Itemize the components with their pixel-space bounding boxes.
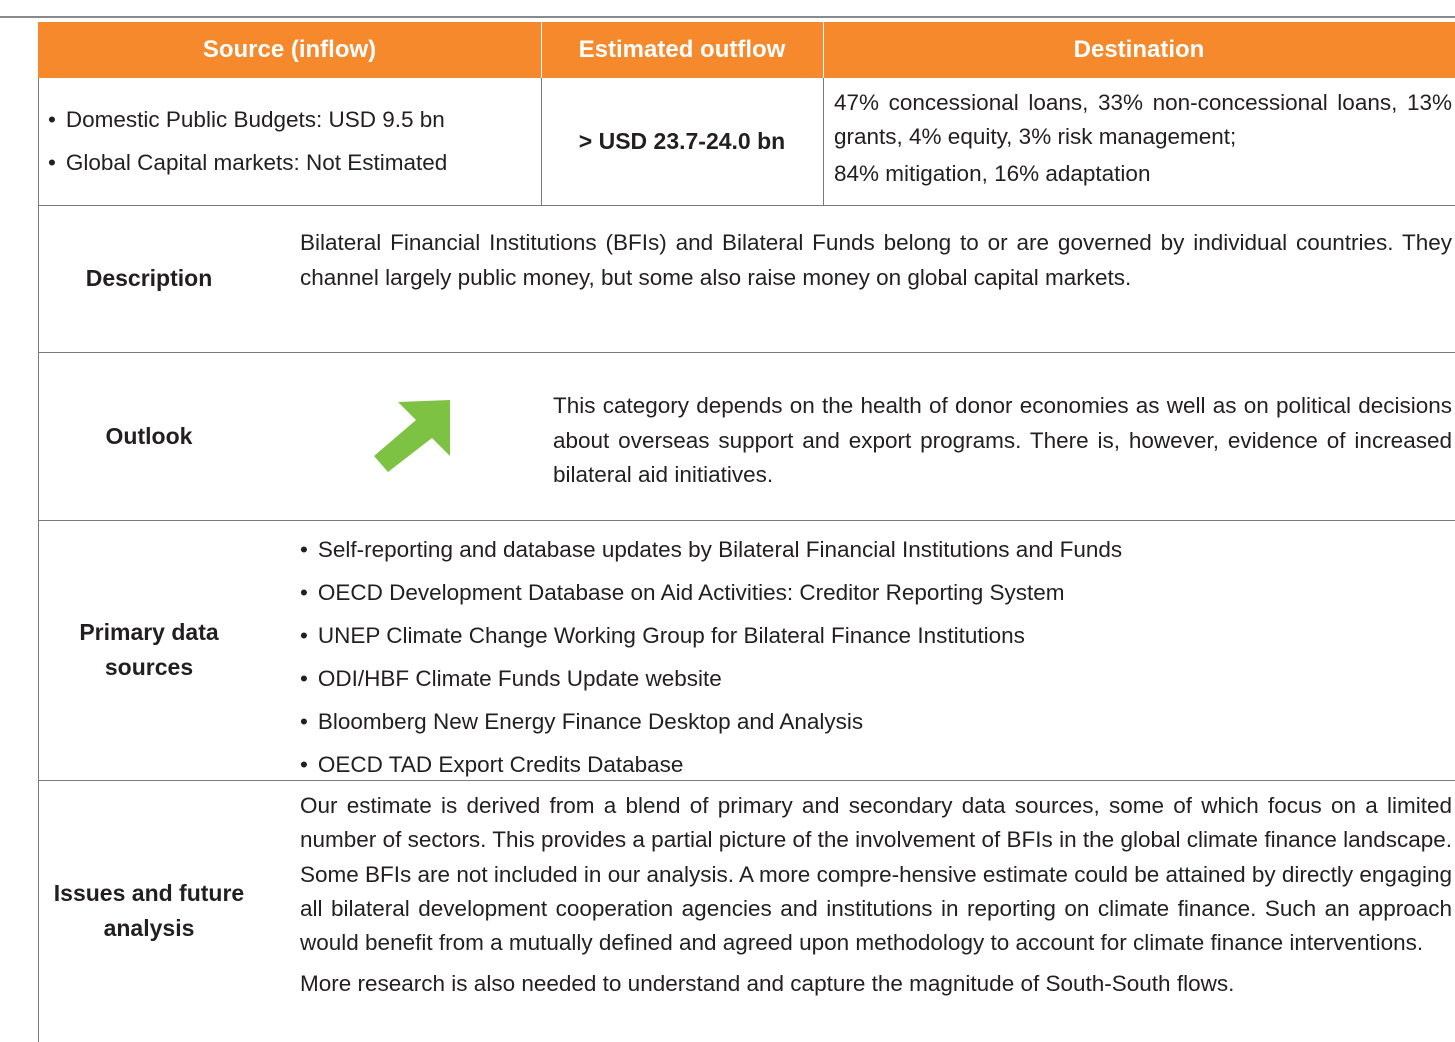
source-item: OECD TAD Export Credits Database <box>300 743 1450 786</box>
row-label: Outlook <box>105 422 193 449</box>
description-text: Bilateral Financial Institutions (BFIs) … <box>300 230 1452 290</box>
destination-line: 84% mitigation, 16% adaptation <box>834 161 1151 186</box>
header-cell: Estimated outflow <box>578 36 786 63</box>
row-label: Description <box>85 265 213 291</box>
source-item: Self-reporting and database updates by B… <box>300 528 1450 571</box>
source-item: Global Capital markets: Not Estimated <box>48 141 538 184</box>
destination-line: 47% concessional loans, 33% non-concessi… <box>834 90 1452 149</box>
source-item: OECD Development Database on Aid Activit… <box>300 571 1450 614</box>
row-label: Primary data sources <box>79 619 219 680</box>
header-cell: Source (inflow) <box>202 36 377 63</box>
destination: 47% concessional loans, 33% non-concessi… <box>834 86 1452 198</box>
outlook-text: This category depends on the health of d… <box>553 393 1452 487</box>
sources-list: Self-reporting and database updates by B… <box>300 528 1450 786</box>
source-item: Domestic Public Budgets: USD 9.5 bn <box>48 98 538 141</box>
source-item: Bloomberg New Energy Finance Desktop and… <box>300 700 1450 743</box>
header-sep <box>541 22 542 78</box>
outlook-arrow <box>374 400 450 472</box>
issues-paragraph: Our estimate is derived from a blend of … <box>300 793 1452 956</box>
col-border <box>823 78 824 205</box>
row-label: Issues and future analysis <box>53 880 245 941</box>
header-sep <box>823 22 824 78</box>
col-border <box>541 78 542 205</box>
row-rule <box>38 780 1455 781</box>
row-rule <box>38 520 1455 521</box>
header-bar <box>38 22 1455 78</box>
source-item: ODI/HBF Climate Funds Update website <box>300 657 1450 700</box>
row-rule <box>38 352 1455 353</box>
header-cell: Destination <box>1073 36 1205 63</box>
arrow-shape <box>374 400 450 472</box>
source-list: Domestic Public Budgets: USD 9.5 bn Glob… <box>48 98 538 184</box>
issues-text: Our estimate is derived from a blend of … <box>300 789 1452 1009</box>
outflow: > USD 23.7-24.0 bn <box>578 128 786 154</box>
left-border <box>38 78 39 1042</box>
source-item: UNEP Climate Change Working Group for Bi… <box>300 614 1450 657</box>
issues-paragraph: More research is also needed to understa… <box>300 971 1235 997</box>
top-rule <box>0 16 1455 18</box>
row-rule <box>38 205 1455 206</box>
